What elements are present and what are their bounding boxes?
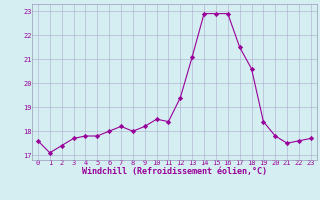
X-axis label: Windchill (Refroidissement éolien,°C): Windchill (Refroidissement éolien,°C) bbox=[82, 167, 267, 176]
